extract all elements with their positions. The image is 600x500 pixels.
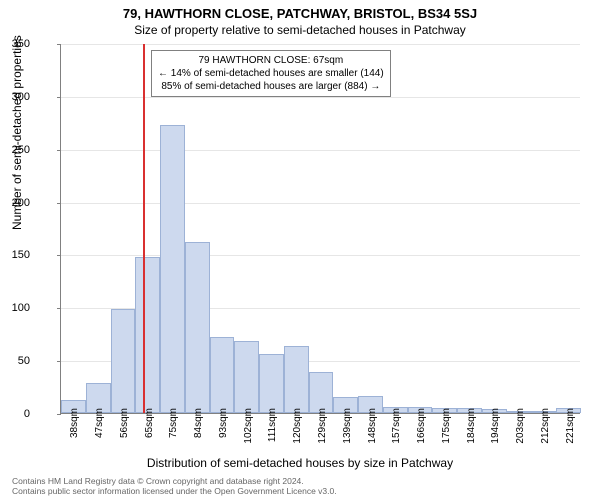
annotation-line: ← 14% of semi-detached houses are smalle… [158,67,384,80]
histogram-bar [234,341,259,413]
ytick-label: 250 [0,144,30,156]
xtick-label: 157sqm [391,408,402,444]
ytick-mark [57,255,61,256]
ytick-label: 100 [0,302,30,314]
ytick-mark [57,414,61,415]
ytick-mark [57,361,61,362]
chart-plot-area: 38sqm47sqm56sqm65sqm75sqm84sqm93sqm102sq… [60,44,580,414]
chart-title-main: 79, HAWTHORN CLOSE, PATCHWAY, BRISTOL, B… [0,0,600,21]
reference-marker-line [143,44,145,413]
xtick-label: 84sqm [193,408,204,438]
xtick-label: 148sqm [367,408,378,444]
xtick-label: 139sqm [342,408,353,444]
xtick-label: 65sqm [144,408,155,438]
x-axis-title: Distribution of semi-detached houses by … [0,456,600,470]
ytick-label: 350 [0,38,30,50]
gridline [61,150,580,151]
plot-region: 38sqm47sqm56sqm65sqm75sqm84sqm93sqm102sq… [60,44,580,414]
histogram-bar [111,309,136,413]
xtick-label: 212sqm [540,408,551,444]
ytick-mark [57,97,61,98]
xtick-label: 175sqm [441,408,452,444]
xtick-label: 221sqm [565,408,576,444]
xtick-label: 56sqm [119,408,130,438]
ytick-label: 150 [0,249,30,261]
ytick-label: 200 [0,197,30,209]
annotation-line: 85% of semi-detached houses are larger (… [158,80,384,93]
xtick-label: 194sqm [490,408,501,444]
xtick-label: 102sqm [243,408,254,444]
ytick-mark [57,150,61,151]
xtick-label: 184sqm [466,408,477,444]
xtick-label: 75sqm [168,408,179,438]
xtick-label: 166sqm [416,408,427,444]
xtick-label: 111sqm [267,408,278,442]
histogram-bar [259,354,284,413]
footer-line2: Contains public sector information licen… [12,486,337,496]
footer-line1: Contains HM Land Registry data © Crown c… [12,476,337,486]
xtick-label: 93sqm [218,408,229,438]
histogram-bar [284,346,309,413]
ytick-label: 0 [0,408,30,420]
chart-title-sub: Size of property relative to semi-detach… [0,21,600,41]
histogram-bar [185,242,210,413]
xtick-label: 203sqm [515,408,526,444]
ytick-label: 300 [0,91,30,103]
ytick-mark [57,44,61,45]
annotation-line: 79 HAWTHORN CLOSE: 67sqm [158,54,384,67]
xtick-label: 120sqm [292,408,303,444]
xtick-label: 47sqm [94,408,105,438]
ytick-mark [57,308,61,309]
ytick-mark [57,203,61,204]
footer-attribution: Contains HM Land Registry data © Crown c… [12,476,337,496]
xtick-label: 129sqm [317,408,328,444]
histogram-bar [135,257,160,413]
ytick-label: 50 [0,355,30,367]
histogram-bar [210,337,235,413]
annotation-box: 79 HAWTHORN CLOSE: 67sqm← 14% of semi-de… [151,50,391,97]
xtick-label: 38sqm [69,408,80,438]
gridline [61,44,580,45]
gridline [61,203,580,204]
histogram-bar [309,372,334,413]
histogram-bar [160,125,185,413]
